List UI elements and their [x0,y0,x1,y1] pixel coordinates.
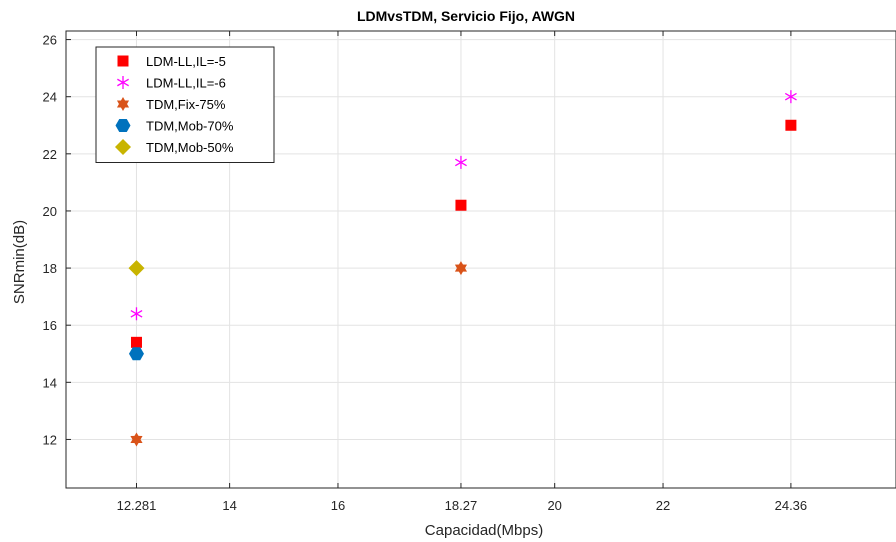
y-tick-label: 16 [43,318,57,333]
legend: LDM-LL,IL=-5 LDM-LL,IL=-6 TDM,Fix-75% TDM,M… [95,46,275,163]
data-point [128,260,145,277]
legend-marker [117,76,129,89]
x-tick-label: 24.36 [775,498,808,513]
legend-entry: TDM,Fix-75% [116,97,226,112]
data-point [130,336,142,348]
y-tick-label: 18 [43,261,57,276]
y-tick-label: 14 [43,375,57,390]
legend-entry: LDM-LL,IL=-5 [117,54,226,69]
series-1 [130,90,797,321]
legend-entry: TDM,Mob-70% [115,119,234,134]
series-0 [130,119,797,348]
y-tick-label: 26 [43,33,57,48]
axes: 12.281 14 16 18.27 20 22 24.36 12 14 16 18 20 22 24 26 [43,30,896,513]
y-tick-label: 24 [43,90,57,105]
legend-label: TDM,Fix-75% [146,97,226,112]
legend-marker [116,97,130,111]
legend-marker [115,139,131,155]
data-point [785,119,797,131]
y-tick-label: 20 [43,204,57,219]
y-tick-label: 22 [43,147,57,162]
legend-label: LDM-LL,IL=-5 [146,54,226,69]
data-point [784,90,797,104]
data-point [455,155,467,169]
data-point [130,307,143,321]
series-4 [128,260,145,277]
legend-marker [117,55,129,67]
x-tick-label: 20 [547,498,561,513]
legend-label: TDM,Mob-70% [146,119,234,134]
data-point [128,347,144,361]
x-tick-label: 18.27 [445,498,478,513]
data-point [455,199,467,211]
data-point [130,432,143,447]
plot-frame [65,30,896,489]
series-2 [130,261,468,447]
y-tick-label: 12 [43,432,57,447]
data-marks [128,90,797,447]
x-axis-label: Capacidad(Mbps) [425,522,543,539]
legend-entry: LDM-LL,IL=-6 [117,76,226,91]
series-3 [128,347,144,361]
data-point [454,261,468,276]
legend-label: TDM,Mob-50% [146,140,234,155]
x-tick-label: 16 [331,498,345,513]
legend-entry: TDM,Mob-50% [115,139,234,155]
chart-title: LDMvsTDM, Servicio Fijo, AWGN [357,8,575,24]
x-tick-label: 14 [222,498,236,513]
legend-marker [115,119,131,132]
x-tick-label: 22 [656,498,670,513]
x-tick-label: 12.281 [117,498,157,513]
y-axis-label: SNRmin(dB) [11,220,28,304]
legend-label: LDM-LL,IL=-6 [146,76,226,91]
